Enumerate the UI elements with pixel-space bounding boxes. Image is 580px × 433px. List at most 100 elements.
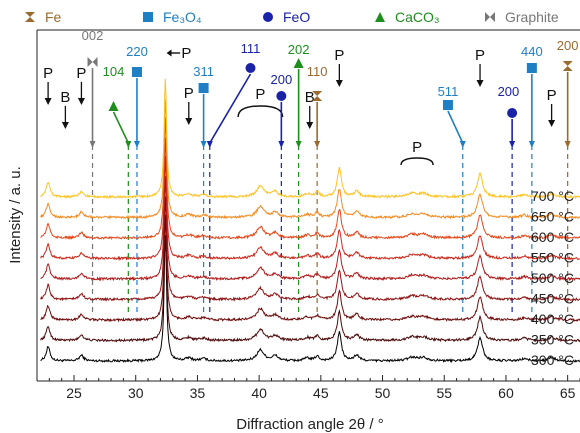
series-line [40,137,580,262]
x-tick-label: 35 [190,385,206,401]
brace [400,157,434,166]
series-line [40,214,580,343]
peak-label: P [43,65,53,82]
arrow-head [166,49,172,57]
series-label: 550 °C [531,250,574,266]
arrow-head [278,141,285,148]
arrow-head [548,120,556,127]
peak-label: 200 [557,38,579,53]
brace [237,105,284,118]
peak-label: 202 [288,42,310,57]
series-line [40,176,580,302]
peak-annotation: P [43,65,53,105]
x-tick-label: 60 [498,385,514,401]
arrow-head [509,141,516,148]
series-label: 500 °C [531,270,574,286]
circle-marker [245,63,256,73]
series-line [40,196,580,323]
peak-label: 200 [270,72,292,87]
peak-label: 200 [498,84,520,99]
annotation-arrow [447,110,464,144]
peak-label: P [184,85,194,102]
square-marker [198,83,209,93]
circle-marker [507,108,518,118]
peak-annotation: B [305,89,315,129]
peak-annotation: P [184,85,194,125]
peak-label: B [305,89,315,106]
circle-marker [276,91,287,101]
arrow-head [295,141,302,148]
peak-annotation: 202 [288,42,310,148]
guide-lines [91,145,569,315]
x-tick-label: 65 [560,385,576,401]
peak-label: P [475,47,485,64]
peak-annotation: 440 [521,44,543,148]
legend-label: Fe [45,9,62,25]
series-line [40,235,580,364]
arrow-head [185,118,193,125]
legend-item: Graphite [485,9,559,25]
square-marker [143,12,153,22]
bowtie-marker [485,12,495,22]
arrow-head [306,122,314,129]
legend: Fe Fe₃O₄ FeO CaCO₃ Graphite [25,9,559,25]
main-peak-annotation: P [166,45,191,62]
series-label: 350 °C [531,332,574,348]
peak-label: 511 [438,84,459,99]
x-tick-label: 30 [128,385,144,401]
peak-annotation: 104 [103,64,132,148]
series-label: 450 °C [531,291,574,307]
series-line [40,99,580,220]
legend-item: FeO [263,9,310,25]
peak-label: 440 [521,44,543,59]
arrow-head [206,141,213,148]
peak-annotation: 110 [307,64,328,148]
x-tick-label: 40 [251,385,267,401]
peak-annotation: P [237,86,284,118]
arrow-head [77,98,85,105]
x-tick-label: 45 [313,385,329,401]
annotation-arrow [112,111,130,144]
peak-annotation: 220 [126,44,148,148]
arrow-head [314,141,321,148]
arrow-head [528,141,535,148]
arrow-head [564,141,571,148]
peak-label: 111 [241,41,261,56]
peak-label: P [181,45,191,62]
peak-label: P [76,65,86,82]
peak-label: 311 [193,64,214,79]
arrow-head [476,80,484,87]
series-line [40,155,580,282]
temperature-labels: 300 °C 350 °C 400 °C 450 °C 500 °C 550 °C 600 … [531,188,574,368]
peak-annotation: 002 [82,28,103,148]
peak-annotation: P [334,47,344,87]
legend-item: Fe₃O₄ [143,9,202,25]
series-label: 650 °C [531,209,574,225]
series-label: 300 °C [531,352,574,368]
bowtie-marker [312,91,323,101]
triangle-marker [375,12,385,22]
peak-label: P [255,86,265,103]
arrow-head [335,80,343,87]
y-axis-title: Intensity / a. u. [7,166,24,264]
bowtie-marker [87,57,98,67]
peak-label: P [334,47,344,64]
square-marker [526,63,537,73]
x-tick-label: 50 [375,385,391,401]
x-axis-title: Diffraction angle 2θ / ° [236,416,383,433]
peak-label: P [412,139,422,156]
peak-label: 220 [126,44,148,59]
arrow-head [133,141,140,148]
legend-label: CaCO₃ [395,9,440,25]
arrow-head [61,122,69,129]
series-label: 700 °C [531,188,574,204]
square-marker [131,67,142,77]
series-label: 400 °C [531,311,574,327]
peak-annotation: 200 [498,84,520,148]
legend-item: CaCO₃ [375,9,440,25]
peak-annotation: P [76,65,86,105]
square-marker [442,100,453,110]
annotation-arrow [209,73,252,144]
